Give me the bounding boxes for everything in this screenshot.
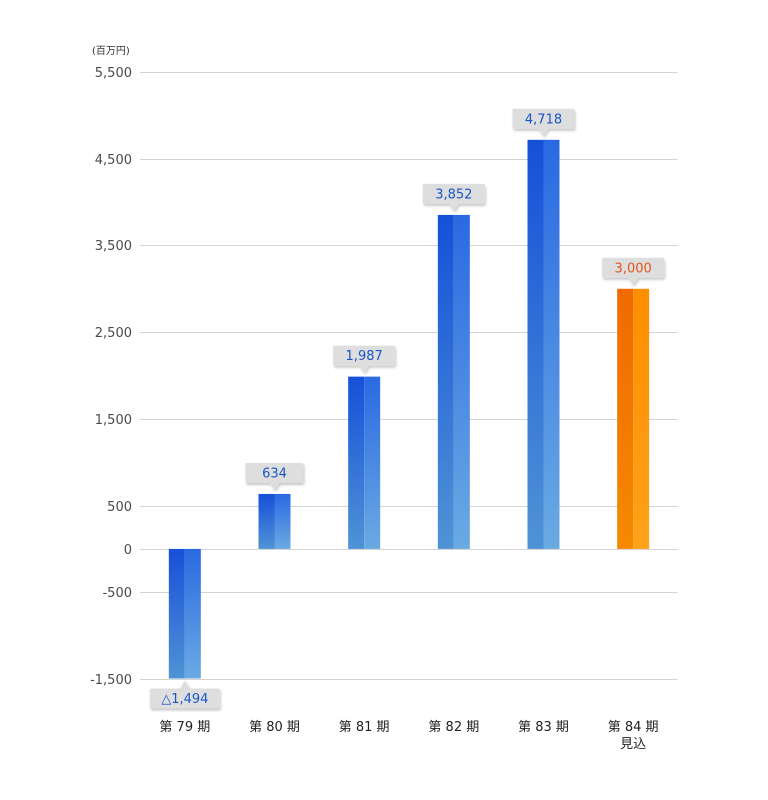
bar-face-left: [258, 493, 275, 549]
value-label: 3,852: [435, 187, 472, 202]
bar: [437, 214, 470, 549]
bar-face-right: [633, 288, 650, 549]
value-callout-box: [512, 108, 575, 129]
bars: [168, 139, 650, 679]
value-callout: [512, 108, 575, 136]
bar: [258, 493, 291, 549]
x-category-label: 第 79 期: [159, 720, 210, 735]
x-category-label: 見込: [620, 737, 646, 752]
bar-face-left: [348, 376, 365, 549]
y-axis-tick-labels: 5,500 4,500 3,500 2,500 1,500 500 0 -500 -1,500: [90, 66, 132, 688]
value-label: △1,494: [161, 692, 208, 707]
value-callout: [602, 257, 665, 285]
value-callout: [422, 183, 485, 211]
value-label: 3,000: [615, 261, 652, 276]
x-category-label: 第 81 期: [339, 720, 390, 735]
value-callout-box: [149, 688, 220, 709]
x-category-label: 第 82 期: [428, 720, 479, 735]
y-tick-label: 1,500: [95, 413, 132, 428]
value-callout: [333, 345, 396, 373]
x-category-label: 第 80 期: [249, 720, 300, 735]
bar: [527, 139, 560, 549]
bar-face-left: [168, 548, 185, 679]
value-callout-box: [602, 257, 665, 278]
value-callout: [245, 462, 304, 490]
gridlines: [140, 72, 678, 680]
y-tick-label: -1,500: [90, 673, 132, 688]
value-callout-box: [333, 345, 396, 366]
value-label: 1,987: [346, 349, 383, 364]
y-tick-label: -500: [102, 586, 132, 601]
bar-face-right: [364, 376, 381, 549]
bar-face-left: [527, 139, 544, 549]
y-tick-label: 4,500: [95, 153, 132, 168]
y-tick-label: 500: [107, 500, 132, 515]
x-category-label: 第 84 期: [608, 720, 659, 735]
bar-face-left: [617, 288, 634, 549]
bar-face-right: [274, 493, 291, 549]
x-category-label: 第 83 期: [518, 720, 569, 735]
value-label: 4,718: [525, 112, 562, 127]
y-tick-label: 3,500: [95, 239, 132, 254]
value-callout-pointer: [538, 128, 549, 136]
value-callout-box: [245, 462, 304, 483]
value-label: 634: [262, 466, 287, 481]
y-tick-label: 5,500: [95, 66, 132, 81]
value-callout-box: [422, 183, 485, 204]
y-axis-unit-label: (百万円): [92, 45, 130, 57]
bar-face-right: [543, 139, 560, 549]
bar-face-left: [437, 214, 454, 549]
bar: [348, 376, 381, 549]
value-callout-pointer: [359, 365, 370, 373]
bar: [168, 548, 201, 679]
value-callout: [149, 680, 220, 709]
bar-face-right: [184, 548, 201, 679]
value-callout-pointer: [179, 680, 190, 689]
y-tick-label: 0: [124, 543, 132, 558]
value-callout-pointer: [448, 203, 459, 211]
value-callout-pointer: [628, 277, 639, 285]
x-axis-category-labels: 第 79 期 第 80 期 第 81 期 第 82 期 第 83 期 第 84 期見込: [159, 720, 658, 752]
value-callouts: △1,494 634 1,987 3,852 4,718 3,000: [149, 108, 665, 709]
value-callout-pointer: [269, 482, 280, 490]
bar-face-right: [453, 214, 470, 549]
bar-forecast: [617, 288, 650, 549]
y-tick-label: 2,500: [95, 326, 132, 341]
